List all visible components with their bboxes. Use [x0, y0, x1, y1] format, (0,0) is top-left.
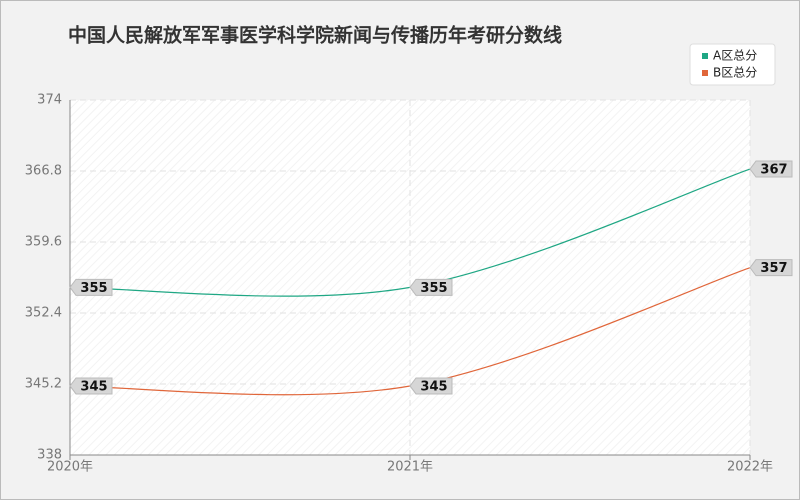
x-tick-label: 2021年	[387, 460, 433, 475]
data-label: 355	[80, 281, 107, 296]
y-tick-label: 338	[37, 448, 62, 463]
data-label-box	[409, 377, 453, 395]
data-label-box	[69, 377, 113, 395]
y-tick-label: 359.6	[25, 235, 62, 250]
data-label-box	[749, 160, 793, 178]
legend-label: B区总分	[713, 66, 757, 80]
y-tick-label: 366.8	[25, 164, 62, 179]
legend	[689, 43, 776, 86]
data-label-box	[749, 259, 793, 277]
data-label: 345	[80, 379, 107, 394]
data-label: 345	[420, 379, 447, 394]
x-tick-label: 2020年	[47, 460, 93, 475]
data-label: 355	[420, 281, 447, 296]
legend-marker	[702, 53, 708, 59]
y-tick-label: 352.4	[25, 306, 62, 321]
x-tick-label: 2022年	[727, 460, 773, 475]
y-tick-label: 374	[37, 93, 62, 108]
y-tick-label: 345.2	[25, 377, 62, 392]
legend-label: A区总分	[713, 49, 757, 63]
data-label: 367	[760, 163, 787, 178]
data-label-box	[69, 278, 113, 296]
legend-marker	[702, 70, 708, 76]
data-label: 357	[760, 261, 787, 276]
chart-title: 中国人民解放军军事医学科学院新闻与传播历年考研分数线	[68, 24, 562, 47]
data-label-box	[409, 278, 453, 296]
